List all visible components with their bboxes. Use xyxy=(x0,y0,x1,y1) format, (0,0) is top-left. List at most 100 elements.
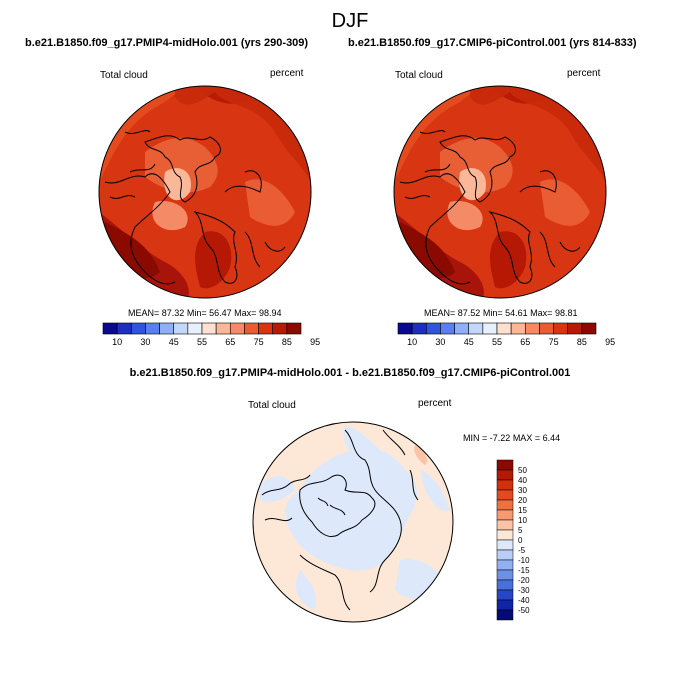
colorbar-swatch xyxy=(496,559,514,571)
min-value: 54.61 xyxy=(505,308,528,318)
colorbar-tick-label: 55 xyxy=(492,337,502,347)
colorbar-tick-label: -15 xyxy=(518,566,530,575)
colorbar-swatch xyxy=(397,322,413,335)
panel1-left-label: Total cloud xyxy=(100,70,148,81)
colorbar-tick-label: 30 xyxy=(140,337,150,347)
colorbar-swatch xyxy=(201,322,217,335)
colorbar-swatch xyxy=(496,539,514,551)
colorbar-tick-label: 45 xyxy=(464,337,474,347)
max-value: 98.94 xyxy=(258,308,282,318)
colorbar-tick-label: 30 xyxy=(518,486,527,495)
colorbar-swatch xyxy=(425,322,441,335)
colorbar-tick-label: -50 xyxy=(518,606,530,615)
min-value: 56.47 xyxy=(209,308,232,318)
colorbar-swatch xyxy=(258,322,274,335)
colorbar-tick-label: 55 xyxy=(197,337,207,347)
panel2-left-label: Total cloud xyxy=(395,70,443,81)
colorbar-swatch xyxy=(102,322,118,335)
panel1-title: b.e21.B1850.f09_g17.PMIP4-midHolo.001 (y… xyxy=(25,37,309,49)
colorbar-swatch xyxy=(496,519,514,531)
colorbar-tick-label: 20 xyxy=(518,496,527,505)
colorbar-tick-label: 85 xyxy=(282,337,292,347)
max-label: MAX = xyxy=(512,433,541,443)
colorbar-tick-label: 95 xyxy=(310,337,320,347)
colorbar-tick-label: 75 xyxy=(549,337,559,347)
colorbar-swatch xyxy=(496,549,514,561)
figure-title: DJF xyxy=(331,10,369,32)
panel2-map xyxy=(393,85,607,299)
panel1-stats: MEAN= 87.32 Min= 56.47 Max= 98.94 xyxy=(128,308,281,318)
colorbar-swatch xyxy=(496,469,514,481)
colorbar-tick-label: 40 xyxy=(518,476,527,485)
colorbar-tick-label: 0 xyxy=(518,536,523,545)
max-label: Max= xyxy=(530,308,553,318)
mean-label: MEAN= xyxy=(424,308,456,318)
mean-value: 87.52 xyxy=(457,308,481,318)
colorbar-tick-label: 65 xyxy=(225,337,235,347)
colorbar-swatch xyxy=(173,322,189,335)
panel1-right-label: percent xyxy=(270,68,304,79)
colorbar-swatch xyxy=(159,322,175,335)
panel2-right-label: percent xyxy=(567,68,601,79)
colorbar-swatch xyxy=(145,322,160,335)
colorbar-swatch xyxy=(229,322,245,335)
colorbar-swatch xyxy=(116,322,132,335)
colorbar-swatch xyxy=(581,322,597,335)
colorbar-tick-label: 15 xyxy=(518,506,527,515)
colorbar-swatch xyxy=(286,322,302,335)
colorbar-swatch xyxy=(496,489,514,501)
colorbar-swatch xyxy=(496,459,514,471)
colorbar-swatch xyxy=(411,322,427,335)
colorbar-swatch xyxy=(440,322,455,335)
colorbar-tick-label: 50 xyxy=(518,466,527,475)
mean-label: MEAN= xyxy=(128,308,160,318)
colorbar-swatch xyxy=(496,322,512,335)
colorbar-swatch xyxy=(496,479,514,491)
colorbar-tick-label: -30 xyxy=(518,586,530,595)
mean-value: 87.32 xyxy=(161,308,185,318)
min-label: Min= xyxy=(186,308,207,318)
min-label: MIN = xyxy=(463,433,488,443)
colorbar-swatch xyxy=(524,322,540,335)
colorbar-swatch xyxy=(496,569,514,581)
colorbar-tick-label: -20 xyxy=(518,576,530,585)
colorbar-swatch xyxy=(567,322,583,335)
panel2-title: b.e21.B1850.f09_g17.CMIP6-piControl.001 … xyxy=(348,37,637,49)
colorbar-swatch xyxy=(496,509,514,521)
min-value: -7.22 xyxy=(489,433,511,443)
panel3-map xyxy=(252,421,454,623)
colorbar-tick-label: 85 xyxy=(577,337,587,347)
colorbar-tick-label: -10 xyxy=(518,556,530,565)
colorbar-swatch xyxy=(468,322,484,335)
panel1-map xyxy=(98,85,312,299)
min-label: Min= xyxy=(482,308,503,318)
colorbar-panel1: 10 30 45 55 65 75 85 95 xyxy=(102,322,320,347)
colorbar-swatch xyxy=(244,322,259,335)
colorbar-panel2: 10 30 45 55 65 75 85 95 xyxy=(397,322,615,347)
panel3-minmax: MIN = -7.22 MAX = 6.44 xyxy=(463,433,560,443)
panel3-right-label: percent xyxy=(418,398,452,409)
panel2-stats: MEAN= 87.52 Min= 54.61 Max= 98.81 xyxy=(424,308,577,318)
colorbar-tick-label: 30 xyxy=(435,337,445,347)
colorbar-tick-label: 5 xyxy=(518,526,523,535)
colorbar-swatch xyxy=(510,322,526,335)
colorbar-swatch xyxy=(539,322,554,335)
colorbar-tick-label: 45 xyxy=(169,337,179,347)
colorbar-swatch xyxy=(272,322,288,335)
colorbar-swatch xyxy=(454,322,470,335)
colorbar-tick-label: 10 xyxy=(112,337,122,347)
colorbar-tick-label: 75 xyxy=(254,337,264,347)
panel3-left-label: Total cloud xyxy=(248,400,296,411)
colorbar-swatch xyxy=(496,599,514,611)
colorbar-swatch xyxy=(496,609,514,621)
colorbar-swatch xyxy=(496,579,514,591)
colorbar-swatch xyxy=(496,499,514,511)
colorbar-tick-label: 10 xyxy=(518,516,527,525)
colorbar-swatch xyxy=(553,322,569,335)
max-value: 98.81 xyxy=(554,308,578,318)
colorbar-tick-label: -40 xyxy=(518,596,530,605)
colorbar-swatch xyxy=(496,589,514,601)
colorbar-swatch xyxy=(187,322,203,335)
